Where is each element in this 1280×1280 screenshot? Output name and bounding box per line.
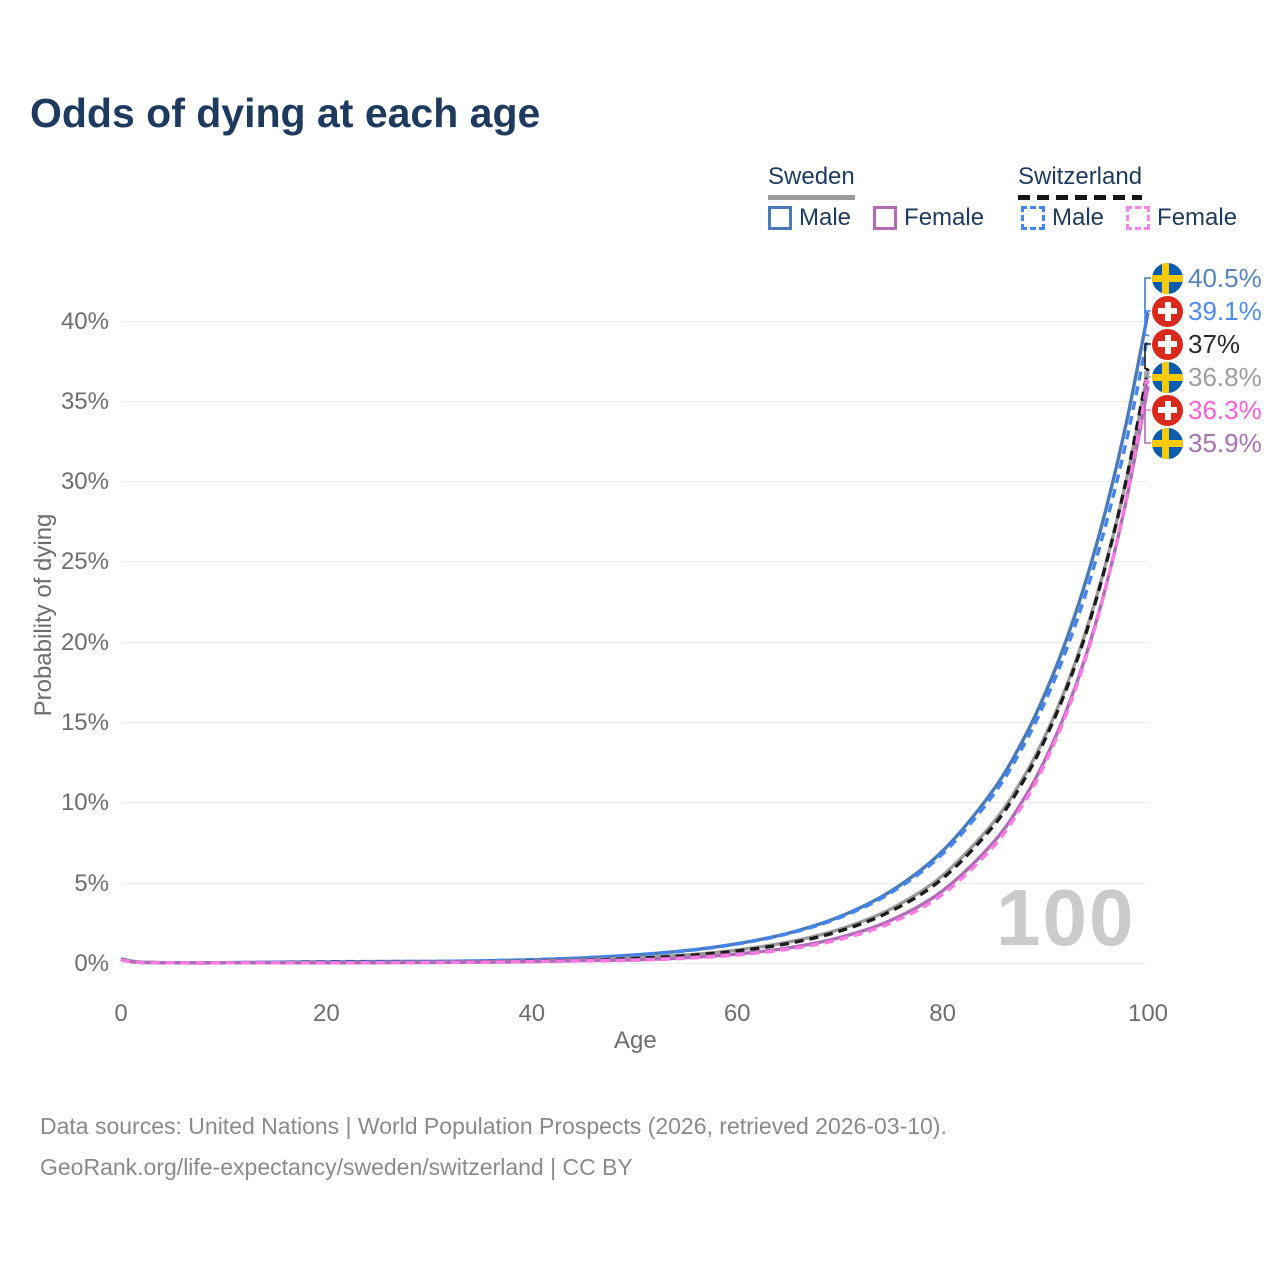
end-label-connector-switzerland-female bbox=[1144, 379, 1151, 411]
x-tick-60: 60 bbox=[723, 1000, 751, 1027]
legend-group-switzerland: Switzerland bbox=[1018, 163, 1143, 200]
sweden-flag-icon bbox=[1152, 262, 1183, 294]
switzerland-male-label[interactable]: Male bbox=[1052, 204, 1105, 231]
sweden-male-label[interactable]: Male bbox=[799, 204, 852, 231]
line-switzerland-both-sexes[interactable] bbox=[120, 368, 1150, 965]
line-switzerland-female[interactable] bbox=[120, 379, 1150, 965]
gridline-y-0 bbox=[121, 963, 1148, 964]
end-label-value: 39.1% bbox=[1188, 295, 1262, 326]
legend-row-switzerland: Male Female bbox=[1021, 204, 1259, 232]
y-axis-label: Probability of dying bbox=[30, 513, 57, 717]
sweden-male-swatch[interactable] bbox=[768, 206, 792, 230]
end-label-switzerland-both-sexes[interactable]: 37% bbox=[1152, 328, 1240, 360]
end-label-value: 36.8% bbox=[1188, 361, 1262, 392]
y-tick-25: 25% bbox=[60, 548, 109, 576]
end-label-sweden-male[interactable]: 40.5% bbox=[1152, 262, 1262, 294]
footer: Data sources: United Nations | World Pop… bbox=[40, 1106, 947, 1188]
x-tick-20: 20 bbox=[313, 1000, 340, 1027]
page-title: Odds of dying at each age bbox=[30, 90, 541, 136]
x-tick-40: 40 bbox=[518, 1000, 546, 1027]
gridline-y-10 bbox=[121, 802, 1148, 804]
end-label-switzerland-female[interactable]: 36.3% bbox=[1152, 394, 1262, 426]
y-tick-15: 15% bbox=[60, 709, 109, 737]
sweden-female-label[interactable]: Female bbox=[904, 204, 985, 231]
end-label-value: 37% bbox=[1188, 328, 1241, 359]
end-label-value: 40.5% bbox=[1188, 262, 1262, 293]
gridline-y-30 bbox=[121, 481, 1148, 483]
sweden-flag-icon bbox=[1152, 427, 1183, 459]
end-label-switzerland-male[interactable]: 39.1% bbox=[1152, 295, 1262, 327]
footer-data-sources: Data sources: United Nations | World Pop… bbox=[40, 1113, 947, 1139]
legend-group-sweden: Sweden bbox=[768, 163, 855, 200]
line-sweden-male[interactable] bbox=[120, 312, 1150, 965]
gridline-y-20 bbox=[121, 641, 1148, 643]
x-tick-80: 80 bbox=[929, 1000, 956, 1027]
y-tick-30: 30% bbox=[60, 468, 109, 496]
end-label-sweden-both-sexes[interactable]: 36.8% bbox=[1152, 361, 1262, 393]
legend-sweden-label[interactable]: Sweden bbox=[768, 163, 855, 190]
y-tick-10: 10% bbox=[60, 789, 109, 817]
legend-sweden-line-sample bbox=[768, 195, 855, 200]
end-label-value: 35.9% bbox=[1188, 427, 1262, 458]
switzerland-flag-icon bbox=[1152, 295, 1183, 327]
gridline-y-35 bbox=[121, 400, 1148, 402]
y-tick-0: 0% bbox=[74, 950, 109, 977]
y-tick-5: 5% bbox=[74, 869, 109, 897]
y-tick-35: 35% bbox=[60, 387, 109, 415]
line-sweden-female[interactable] bbox=[120, 386, 1150, 965]
y-tick-40: 40% bbox=[60, 307, 109, 335]
footer-attribution: GeoRank.org/life-expectancy/sweden/switz… bbox=[40, 1154, 633, 1180]
gridline-y-25 bbox=[121, 561, 1148, 563]
x-axis-label: Age bbox=[614, 1027, 657, 1054]
sweden-flag-icon bbox=[1152, 361, 1183, 393]
end-label-value: 36.3% bbox=[1188, 394, 1262, 425]
end-label-connector-sweden-both-sexes bbox=[1144, 371, 1151, 378]
end-label-sweden-female[interactable]: 35.9% bbox=[1152, 427, 1262, 459]
x-tick-0: 0 bbox=[114, 1000, 128, 1027]
line-switzerland-male[interactable] bbox=[120, 334, 1150, 965]
switzerland-flag-icon bbox=[1152, 328, 1183, 360]
hover-age-watermark: 100 bbox=[996, 873, 1136, 962]
end-label-connector-sweden-female bbox=[1144, 385, 1151, 444]
gridline-y-15 bbox=[121, 722, 1148, 724]
switzerland-female-swatch[interactable] bbox=[1126, 206, 1151, 230]
line-sweden-both-sexes[interactable] bbox=[120, 371, 1150, 965]
gridline-y-40 bbox=[121, 320, 1148, 322]
switzerland-flag-icon bbox=[1152, 394, 1183, 426]
legend-switzerland-label[interactable]: Switzerland bbox=[1018, 163, 1143, 190]
switzerland-female-label[interactable]: Female bbox=[1157, 204, 1238, 231]
gridline-y-5 bbox=[121, 882, 1148, 884]
y-tick-20: 20% bbox=[60, 628, 109, 656]
legend-switzerland-line-sample bbox=[1018, 195, 1143, 200]
sweden-female-swatch[interactable] bbox=[873, 206, 898, 230]
x-tick-100: 100 bbox=[1127, 1000, 1169, 1027]
legend-row-sweden: Male Female bbox=[768, 204, 1006, 232]
end-label-connector-switzerland-both-sexes bbox=[1144, 343, 1151, 370]
end-label-connector-switzerland-male bbox=[1144, 310, 1151, 336]
end-label-connector-sweden-male bbox=[1144, 277, 1151, 314]
switzerland-male-swatch[interactable] bbox=[1021, 206, 1045, 230]
